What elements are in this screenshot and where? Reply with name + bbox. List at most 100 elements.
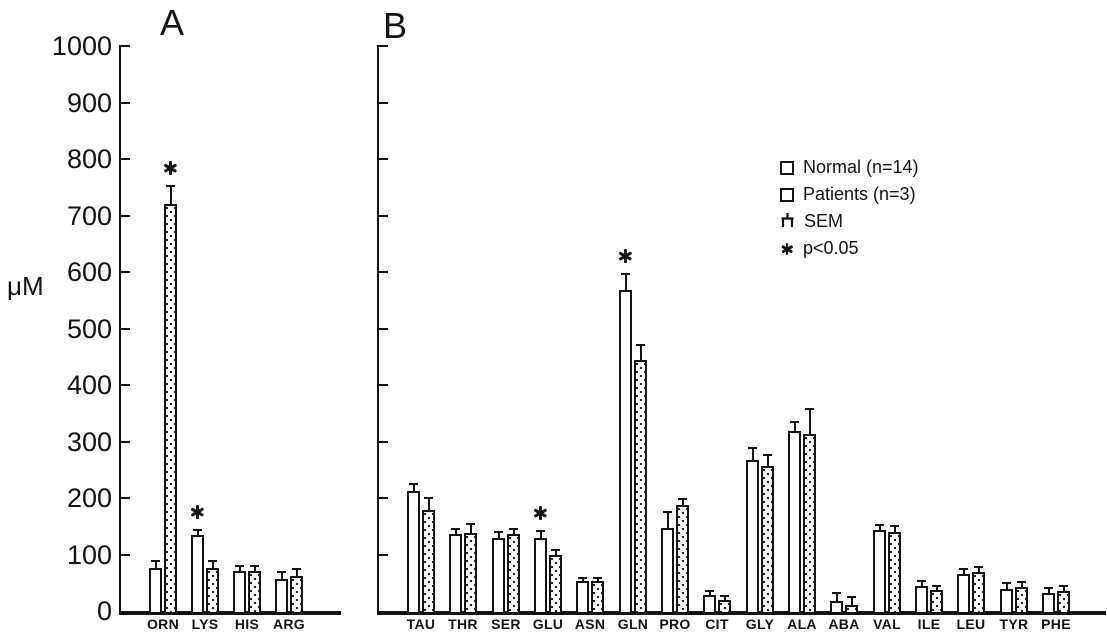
leu-patients-bar	[972, 572, 985, 614]
sem-error-bar-stem	[497, 531, 500, 541]
gly-patients-bar	[761, 466, 774, 614]
sem-error-bar-cap	[494, 530, 503, 533]
sem-error-bar-cap	[663, 511, 672, 514]
sem-error-bar-cap	[208, 560, 217, 563]
sem-error-bar-cap	[678, 498, 687, 501]
sem-error-bar-cap	[424, 497, 433, 499]
category-label-orn: ORN	[146, 616, 179, 632]
sem-error-bar-stem	[154, 561, 157, 571]
category-label-thr: THR	[448, 616, 478, 632]
legend-row-sem: SEM	[780, 208, 919, 235]
patients-bar-swatch-icon	[780, 187, 794, 202]
sem-error-bar-stem	[624, 274, 627, 293]
sem-error-bar-cap	[636, 344, 645, 347]
ile-normal-bar	[915, 586, 928, 614]
sem-error-bar-stem	[666, 512, 669, 530]
category-label-glu: GLU	[532, 616, 564, 632]
y-tick-label: 200	[66, 483, 112, 513]
ile-patients-bar	[930, 590, 943, 614]
sem-error-bar-cap	[805, 407, 814, 410]
legend: Normal (n=14) Patients (n=3) SEM p<0.05	[780, 154, 919, 262]
y-axis-tick	[121, 158, 130, 160]
y-tick-label: 600	[66, 257, 112, 287]
category-label-val: VAL	[873, 616, 901, 632]
tau-patients-bar	[422, 510, 435, 614]
sem-error-bar-stem	[469, 523, 472, 536]
y-tick-label: 0	[96, 596, 112, 626]
category-label-tau: TAU	[406, 616, 436, 632]
cit-patients-bar	[718, 599, 731, 614]
category-label-leu: LEU	[956, 616, 986, 632]
category-label-asn: ASN	[574, 616, 606, 632]
sem-error-bar-cap	[235, 564, 244, 567]
sem-error-bar-cap	[959, 568, 968, 571]
sem-error-bar-cap	[832, 592, 841, 595]
sem-error-bar-stem	[1047, 588, 1050, 596]
legend-significance-label: p<0.05	[803, 238, 859, 258]
y-axis-tick	[121, 271, 130, 273]
category-label-pro: PRO	[659, 616, 691, 632]
y-tick-label: 100	[66, 539, 112, 570]
significance-asterisk-lys	[190, 505, 205, 520]
gln-normal-bar	[619, 290, 632, 614]
tyr-normal-bar	[1000, 588, 1013, 614]
sem-error-bar-stem	[723, 596, 726, 602]
sem-error-bar-stem	[893, 526, 896, 534]
y-axis-tick	[121, 101, 130, 104]
panel-b-letter: B	[383, 5, 408, 46]
glu-patients-bar	[549, 554, 562, 614]
sem-error-bar-stem	[766, 455, 769, 469]
leu-normal-bar	[957, 574, 970, 614]
phe-patients-bar	[1057, 591, 1070, 614]
sem-error-bar-stem	[793, 422, 796, 433]
sem-error-bar-cap	[917, 580, 926, 583]
sem-error-bar-cap	[277, 571, 286, 573]
y-axis-tick	[379, 553, 388, 556]
y-axis-tick	[379, 271, 388, 273]
category-label-ala: ALA	[787, 616, 817, 632]
category-label-ser: SER	[491, 616, 521, 632]
y-axis-tick	[121, 384, 130, 386]
sem-error-bar-stem	[1020, 581, 1023, 589]
category-label-lys: LYS	[191, 616, 219, 632]
glu-normal-bar	[534, 538, 547, 614]
sem-error-bar-stem	[581, 578, 584, 584]
sem-error-bar-cap	[847, 596, 856, 599]
sem-error-bar-cap	[790, 421, 799, 424]
x-axis-line	[119, 611, 341, 615]
sem-error-bar-stem	[681, 499, 684, 508]
y-axis-tick	[379, 158, 388, 160]
sem-error-bar-stem	[454, 529, 457, 537]
sem-error-bar-stem	[935, 586, 938, 593]
y-axis-tick	[379, 497, 388, 499]
sem-error-bar-stem	[169, 186, 172, 207]
category-label-cit: CIT	[705, 616, 729, 632]
y-axis-tick	[379, 384, 388, 386]
sem-error-bar-stem	[751, 448, 754, 463]
y-axis-unit-label: μM	[7, 271, 44, 301]
ser-patients-bar	[507, 534, 520, 614]
y-tick-label: 500	[66, 313, 112, 344]
y-axis-line	[377, 45, 379, 615]
sem-error-bar-cap	[890, 525, 899, 528]
sem-error-bar-cap	[1002, 581, 1011, 584]
y-axis-tick	[379, 214, 388, 217]
sem-error-bar-stem	[639, 345, 642, 363]
sem-error-bar-stem	[412, 483, 415, 494]
sem-error-bar-cap	[621, 273, 630, 276]
sem-error-bar-cap	[720, 595, 729, 598]
sem-error-bar-stem	[196, 530, 199, 538]
asterisk-icon	[780, 242, 794, 256]
tau-normal-bar	[407, 491, 420, 614]
sem-error-bar-stem	[238, 565, 241, 573]
y-axis-tick	[121, 440, 130, 443]
category-label-his: HIS	[234, 616, 260, 632]
y-axis-tick	[121, 497, 130, 499]
sem-error-bar-cap	[250, 564, 259, 567]
sem-error-bar-cap	[509, 528, 518, 531]
sem-error-bar-cap	[578, 577, 587, 580]
sem-error-bar-cap	[551, 548, 560, 551]
ala-patients-bar	[803, 434, 816, 614]
y-axis-tick	[379, 440, 388, 443]
